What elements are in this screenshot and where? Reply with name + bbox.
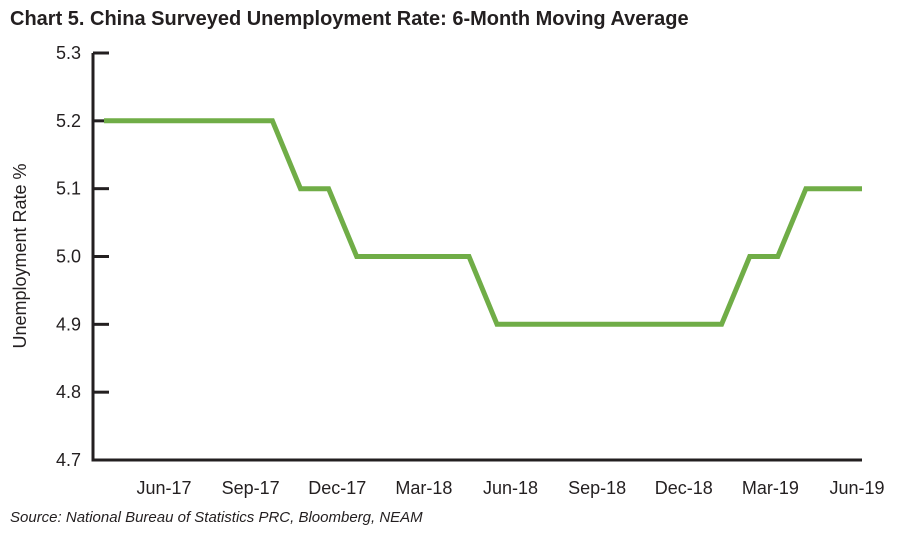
y-tick-label: 5.1 [56, 179, 81, 199]
chart-title: Chart 5. China Surveyed Unemployment Rat… [10, 8, 689, 30]
x-tick-label: Sep-18 [568, 478, 626, 498]
y-axis: 4.7 4.8 4.9 5.0 5.1 5.2 5.3 [56, 43, 109, 470]
y-tick-label: 5.3 [56, 43, 81, 63]
y-axis-title: Unemployment Rate % [10, 163, 30, 348]
x-tick-label: Mar-18 [395, 478, 452, 498]
series-line [104, 118, 862, 327]
y-tick-label: 4.7 [56, 450, 81, 470]
x-tick-label: Mar-19 [742, 478, 799, 498]
y-tick-label: 5.2 [56, 111, 81, 131]
x-tick-label: Jun-18 [483, 478, 538, 498]
y-tick-label: 5.0 [56, 247, 81, 267]
y-tick-label: 4.8 [56, 382, 81, 402]
x-tick-label: Dec-17 [308, 478, 366, 498]
y-tick-label: 4.9 [56, 314, 81, 334]
series-group [103, 118, 863, 327]
x-tick-label: Jun-19 [829, 478, 884, 498]
source-note: Source: National Bureau of Statistics PR… [10, 509, 423, 526]
x-axis: Jun-17 Sep-17 Dec-17 Mar-18 Jun-18 Sep-18 Dec-… [91, 458, 885, 498]
x-tick-label: Sep-17 [222, 478, 280, 498]
x-tick-label: Jun-17 [136, 478, 191, 498]
x-tick-label: Dec-18 [655, 478, 713, 498]
